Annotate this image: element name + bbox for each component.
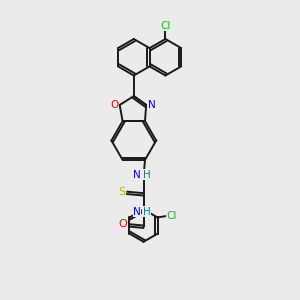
Text: H: H: [142, 207, 150, 217]
Text: O: O: [110, 100, 118, 110]
Text: N: N: [133, 169, 141, 180]
Text: N: N: [148, 100, 155, 110]
Text: Cl: Cl: [167, 211, 177, 221]
Text: N: N: [133, 207, 141, 217]
Text: O: O: [118, 219, 127, 229]
Text: H: H: [142, 169, 150, 180]
Text: S: S: [118, 187, 126, 197]
Text: Cl: Cl: [160, 21, 171, 31]
